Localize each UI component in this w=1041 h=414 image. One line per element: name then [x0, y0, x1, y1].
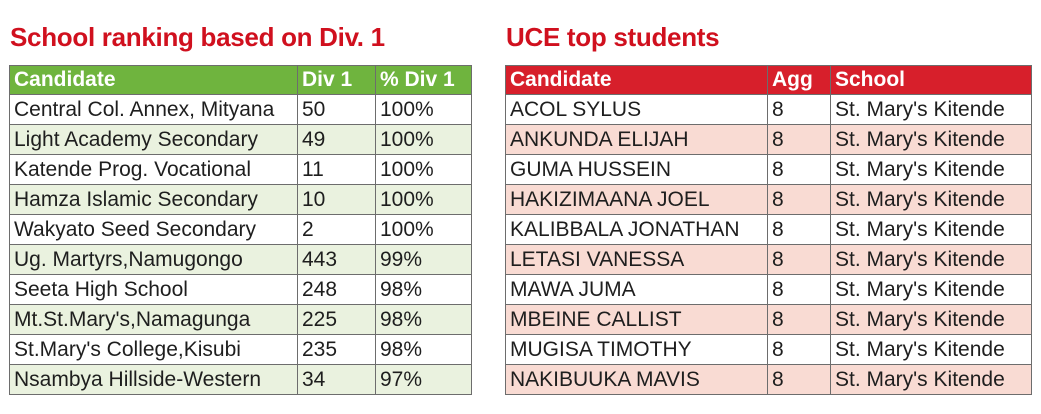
cell-school-name: Nsambya Hillside-Western — [9, 364, 298, 395]
cell-student-name: GUMA HUSSEIN — [505, 154, 768, 185]
table-header-row: Candidate Div 1 % Div 1 — [9, 65, 472, 95]
top-students-title: UCE top students — [506, 22, 720, 52]
cell-school-name: St. Mary's Kitende — [830, 244, 1032, 275]
cell-div1-count: 235 — [297, 334, 376, 365]
cell-school-name: Light Academy Secondary — [9, 124, 298, 155]
table-row: Ug. Martyrs,Namugongo 443 99% — [9, 244, 472, 275]
table-row: MBEINE CALLIST 8 St. Mary's Kitende — [505, 304, 1032, 335]
table-row: GUMA HUSSEIN 8 St. Mary's Kitende — [505, 154, 1032, 185]
cell-div1-count: 49 — [297, 124, 376, 155]
table-row: NAKIBUUKA MAVIS 8 St. Mary's Kitende — [505, 364, 1032, 395]
cell-div1-count: 225 — [297, 304, 376, 335]
table-row: ANKUNDA ELIJAH 8 St. Mary's Kitende — [505, 124, 1032, 155]
cell-school-name: St. Mary's Kitende — [830, 364, 1032, 395]
cell-school-name: St. Mary's Kitende — [830, 304, 1032, 335]
cell-div1-count: 34 — [297, 364, 376, 395]
cell-student-name: ANKUNDA ELIJAH — [505, 124, 768, 155]
cell-school-name: St. Mary's Kitende — [830, 154, 1032, 185]
cell-school-name: St.Mary's College,Kisubi — [9, 334, 298, 365]
cell-aggregate: 8 — [767, 364, 831, 395]
column-header-div1: Div 1 — [297, 65, 376, 95]
table-row: MUGISA TIMOTHY 8 St. Mary's Kitende — [505, 334, 1032, 365]
table-row: Light Academy Secondary 49 100% — [9, 124, 472, 155]
table-row: Hamza Islamic Secondary 10 100% — [9, 184, 472, 215]
cell-school-name: Hamza Islamic Secondary — [9, 184, 298, 215]
table-row: St.Mary's College,Kisubi 235 98% — [9, 334, 472, 365]
cell-aggregate: 8 — [767, 94, 831, 125]
cell-student-name: ACOL SYLUS — [505, 94, 768, 125]
table-row: KALIBBALA JONATHAN 8 St. Mary's Kitende — [505, 214, 1032, 245]
cell-aggregate: 8 — [767, 154, 831, 185]
school-ranking-table: Candidate Div 1 % Div 1 Central Col. Ann… — [9, 65, 472, 395]
column-header-percent-div1: % Div 1 — [375, 65, 472, 95]
school-ranking-title: School ranking based on Div. 1 — [10, 22, 385, 52]
cell-school-name: Central Col. Annex, Mityana — [9, 94, 298, 125]
cell-aggregate: 8 — [767, 214, 831, 245]
column-header-candidate: Candidate — [505, 65, 768, 95]
cell-school-name: St. Mary's Kitende — [830, 94, 1032, 125]
table-row: Wakyato Seed Secondary 2 100% — [9, 214, 472, 245]
cell-aggregate: 8 — [767, 184, 831, 215]
cell-div1-percent: 98% — [375, 334, 472, 365]
table-row: Central Col. Annex, Mityana 50 100% — [9, 94, 472, 125]
table-row: Katende Prog. Vocational 11 100% — [9, 154, 472, 185]
cell-aggregate: 8 — [767, 334, 831, 365]
cell-school-name: St. Mary's Kitende — [830, 214, 1032, 245]
cell-div1-count: 443 — [297, 244, 376, 275]
table-row: Seeta High School 248 98% — [9, 274, 472, 305]
cell-school-name: Mt.St.Mary's,Namagunga — [9, 304, 298, 335]
table-row: LETASI VANESSA 8 St. Mary's Kitende — [505, 244, 1032, 275]
cell-school-name: St. Mary's Kitende — [830, 274, 1032, 305]
cell-div1-count: 50 — [297, 94, 376, 125]
cell-student-name: MAWA JUMA — [505, 274, 768, 305]
cell-student-name: LETASI VANESSA — [505, 244, 768, 275]
table-header-row: Candidate Agg School — [505, 65, 1032, 95]
cell-school-name: Ug. Martyrs,Namugongo — [9, 244, 298, 275]
cell-student-name: MUGISA TIMOTHY — [505, 334, 768, 365]
cell-aggregate: 8 — [767, 124, 831, 155]
cell-div1-count: 11 — [297, 154, 376, 185]
column-header-agg: Agg — [767, 65, 831, 95]
cell-div1-count: 10 — [297, 184, 376, 215]
cell-school-name: Wakyato Seed Secondary — [9, 214, 298, 245]
table-row: Nsambya Hillside-Western 34 97% — [9, 364, 472, 395]
top-students-panel: UCE top students Candidate Agg School AC… — [505, 18, 1032, 395]
cell-div1-percent: 97% — [375, 364, 472, 395]
cell-div1-percent: 100% — [375, 154, 472, 185]
cell-div1-count: 2 — [297, 214, 376, 245]
cell-student-name: HAKIZIMAANA JOEL — [505, 184, 768, 215]
cell-student-name: KALIBBALA JONATHAN — [505, 214, 768, 245]
cell-div1-percent: 98% — [375, 274, 472, 305]
cell-div1-percent: 100% — [375, 124, 472, 155]
cell-school-name: Seeta High School — [9, 274, 298, 305]
cell-aggregate: 8 — [767, 274, 831, 305]
school-ranking-panel: School ranking based on Div. 1 Candidate… — [9, 18, 472, 395]
cell-div1-percent: 100% — [375, 184, 472, 215]
cell-aggregate: 8 — [767, 304, 831, 335]
cell-div1-count: 248 — [297, 274, 376, 305]
cell-div1-percent: 100% — [375, 94, 472, 125]
cell-div1-percent: 99% — [375, 244, 472, 275]
cell-student-name: NAKIBUUKA MAVIS — [505, 364, 768, 395]
table-row: MAWA JUMA 8 St. Mary's Kitende — [505, 274, 1032, 305]
column-header-candidate: Candidate — [9, 65, 298, 95]
table-row: HAKIZIMAANA JOEL 8 St. Mary's Kitende — [505, 184, 1032, 215]
cell-aggregate: 8 — [767, 244, 831, 275]
cell-school-name: Katende Prog. Vocational — [9, 154, 298, 185]
cell-school-name: St. Mary's Kitende — [830, 334, 1032, 365]
cell-div1-percent: 98% — [375, 304, 472, 335]
top-students-table: Candidate Agg School ACOL SYLUS 8 St. Mary… — [505, 65, 1032, 395]
column-header-school: School — [830, 65, 1032, 95]
cell-student-name: MBEINE CALLIST — [505, 304, 768, 335]
cell-div1-percent: 100% — [375, 214, 472, 245]
cell-school-name: St. Mary's Kitende — [830, 124, 1032, 155]
table-row: ACOL SYLUS 8 St. Mary's Kitende — [505, 94, 1032, 125]
table-row: Mt.St.Mary's,Namagunga 225 98% — [9, 304, 472, 335]
cell-school-name: St. Mary's Kitende — [830, 184, 1032, 215]
